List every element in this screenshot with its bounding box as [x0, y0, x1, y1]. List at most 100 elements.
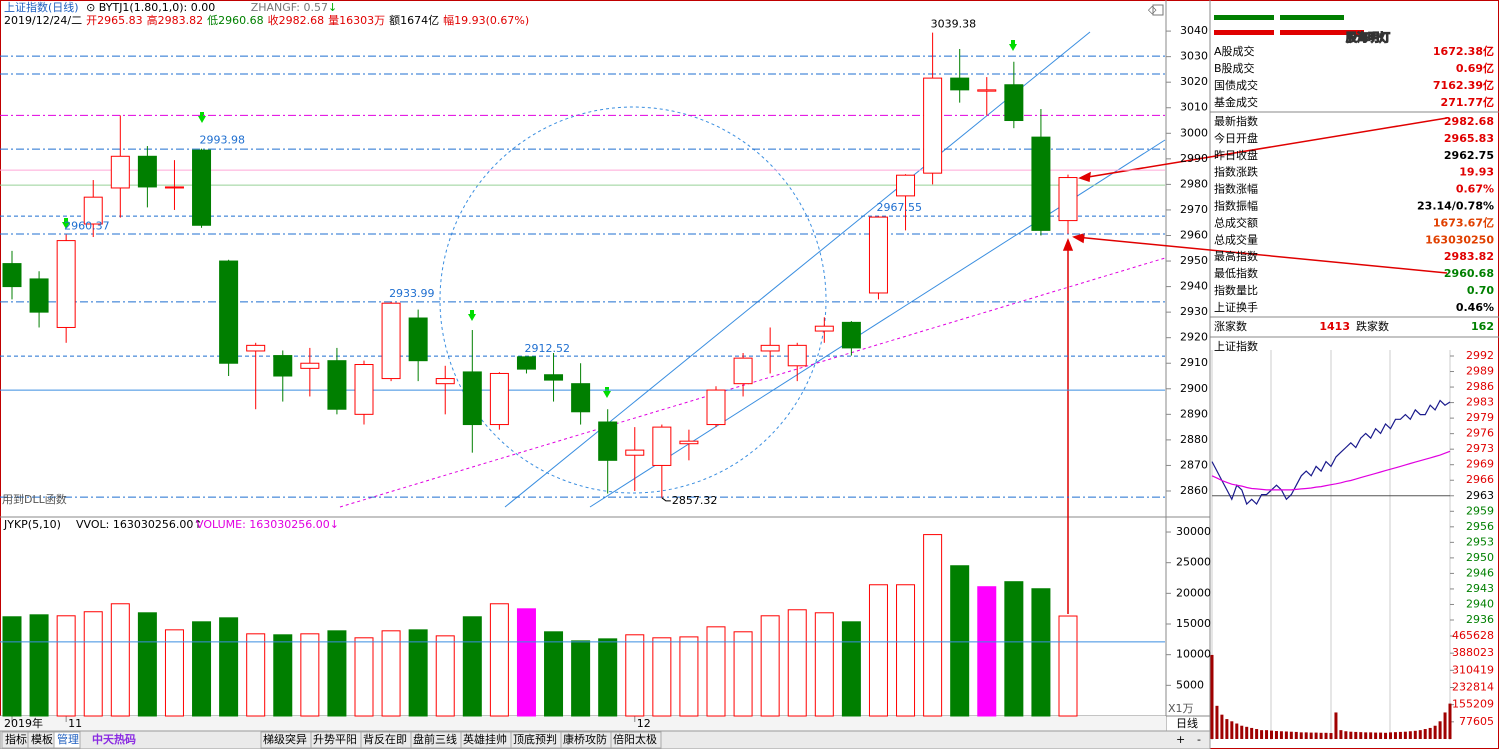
volume-bar [1004, 581, 1024, 717]
intraday-volume-bar [1428, 727, 1432, 739]
intraday-volume-bar [1364, 732, 1368, 739]
row-value: 2962.75 [1444, 149, 1494, 162]
intraday-volume-bar [1433, 725, 1437, 739]
candle-body [923, 77, 943, 174]
tab-label[interactable]: 模板 [31, 732, 53, 746]
intraday-volume-bar [1240, 725, 1244, 739]
row-label: 总成交量 [1214, 232, 1258, 246]
y-tick-label: 2953 [1466, 535, 1494, 548]
window-icon[interactable] [1152, 4, 1164, 16]
intraday-volume-bar [1235, 723, 1239, 739]
volume-bar [923, 534, 943, 717]
tab-label[interactable]: 倍阳太极 [613, 732, 657, 746]
tab-label[interactable]: 梯级突异 [263, 732, 307, 746]
row-value: 1672.38亿 [1433, 44, 1494, 58]
watermark: 股海明灯 [1346, 30, 1390, 44]
candle-body [381, 302, 401, 380]
ratio-bar [1280, 15, 1344, 20]
intraday-volume-bar [1289, 731, 1293, 739]
intraday-volume-bar [1403, 731, 1407, 739]
intraday-volume-bar [1443, 712, 1447, 739]
header-period: (日线) [48, 1, 79, 14]
intraday-volume-bar [1344, 731, 1348, 739]
volume-bar [354, 637, 374, 717]
y-tick-label: 3000 [1180, 126, 1208, 139]
tab-label[interactable]: 背反在即 [363, 732, 407, 746]
volume-bar [814, 612, 834, 717]
drawings [339, 31, 1166, 508]
y-tick-label: 2920 [1180, 331, 1208, 344]
intraday-volume-bar [1304, 732, 1308, 739]
y-tick-label: 15000 [1176, 617, 1211, 630]
tab-label[interactable]: 英雄挂帅 [463, 732, 507, 746]
tab-label[interactable]: 指标 [5, 732, 27, 746]
tab-label[interactable]: 管理 [57, 732, 79, 746]
row-value: 0.69亿 [1456, 61, 1494, 75]
trendline [589, 139, 1166, 508]
volume-bar [273, 634, 293, 717]
ratio-bar [1280, 30, 1364, 35]
candle-body [868, 216, 888, 294]
annotation: 3039.38 [931, 18, 977, 31]
header-title: 上证指数 [4, 1, 48, 14]
volume-bar [137, 612, 157, 717]
tab-label[interactable]: 升势平阳 [313, 733, 357, 746]
intraday-volume-bar [1314, 732, 1318, 739]
intraday-line [1211, 399, 1451, 506]
volume-bar [327, 630, 347, 717]
y-tick-label: 2959 [1466, 504, 1494, 517]
candle-body [327, 360, 347, 410]
header-line: 上证指数(日线) ⊙ BYTJ1(1.80,1,0): 0.00 ZHANGF:… [4, 1, 533, 14]
circle-study [439, 106, 827, 494]
trendline [504, 31, 1091, 508]
intraday-volume-bar [1349, 731, 1353, 739]
volume-bar [489, 603, 509, 717]
row-value: 2983.82 [1444, 250, 1494, 263]
volume-bar [841, 621, 861, 717]
intraday-volume-bar [1245, 726, 1249, 739]
volume-bar [1058, 615, 1078, 717]
zoom-in[interactable]: + [1176, 733, 1185, 746]
signal-arrow [198, 112, 206, 123]
intraday-volume-bar [1299, 732, 1303, 739]
annotation: 2912.52 [524, 342, 570, 355]
candle-body [652, 426, 672, 466]
row-value: 163030250 [1425, 233, 1494, 246]
candle-body [814, 325, 834, 332]
y-tick-label: 2950 [1180, 254, 1208, 267]
y-tick-label: 465628 [1452, 629, 1494, 642]
y-tick-label: 388023 [1452, 646, 1494, 659]
y-tick-label: 25000 [1176, 556, 1211, 569]
y-tick-label: 2930 [1180, 305, 1208, 318]
tab-label[interactable]: 顶底预判 [513, 732, 557, 746]
indicator-value: : 0.00 [183, 1, 216, 14]
intraday-volume-bar [1270, 730, 1273, 739]
candle-body [598, 421, 618, 461]
up-count: 1413 [1319, 320, 1350, 333]
tab-label[interactable]: 盘前三线 [413, 732, 457, 746]
row-value: 2965.83 [1444, 132, 1494, 145]
intraday-volume-bar [1220, 714, 1224, 739]
volume-bar [868, 584, 888, 717]
volume-bar [625, 634, 645, 717]
legend-entry: VVOL: 163030256.00↑ [76, 518, 203, 531]
y-tick-label: 2950 [1466, 551, 1494, 564]
zoom-out[interactable]: - [1197, 733, 1201, 746]
header-info-item: 额1674亿 [389, 14, 440, 27]
candle-body [1004, 84, 1024, 122]
logo: 中天热码 [92, 732, 136, 746]
callout-arrow [1075, 236, 1448, 274]
candle-body [354, 364, 374, 415]
tab [53, 731, 81, 749]
intraday-volume-bar [1354, 731, 1358, 739]
header-info-item: 收2982.68 [267, 14, 325, 27]
volume-bar [408, 629, 428, 717]
y-tick-label: 2963 [1466, 489, 1494, 502]
candle-body [219, 260, 239, 364]
candle-body [896, 174, 916, 197]
volume-bar [435, 635, 455, 717]
candle-body [679, 440, 699, 445]
intraday-volume-bar [1260, 730, 1264, 739]
tab-label[interactable]: 康桥攻防 [563, 732, 607, 746]
